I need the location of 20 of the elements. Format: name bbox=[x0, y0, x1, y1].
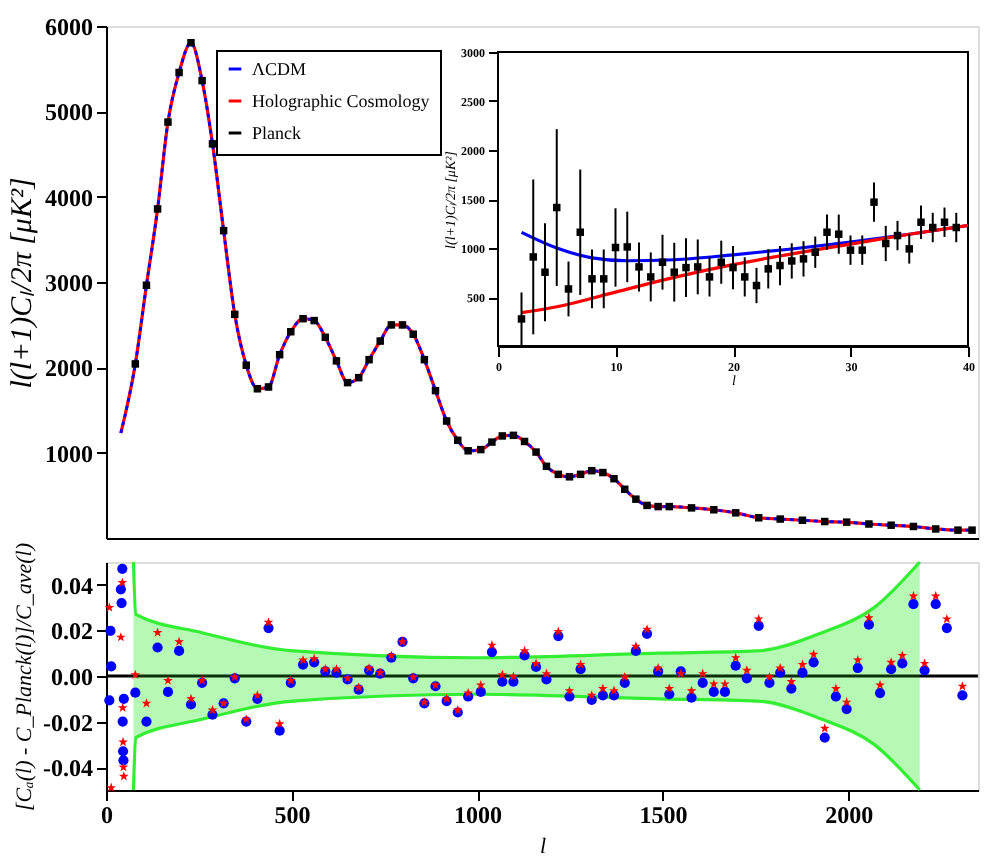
legend-label: Holographic Cosmology bbox=[252, 91, 431, 111]
x-tick-label: 1500 bbox=[639, 801, 688, 829]
x-tick-label: 0 bbox=[101, 801, 113, 829]
y-tick-label: 0.02 bbox=[51, 617, 93, 646]
y-tick-label: 0.00 bbox=[51, 663, 93, 691]
legend-label: Planck bbox=[252, 123, 302, 143]
y-axis-title: [Cₐ(l) - C_Planck(l)]/C_ave(l) bbox=[13, 542, 38, 811]
y-tick-label: 0.04 bbox=[51, 571, 93, 600]
y-tick-label: 1000 bbox=[45, 439, 93, 468]
x-axis-title: l bbox=[539, 835, 547, 859]
y-tick-label: 5000 bbox=[45, 98, 93, 127]
x-tick-label: 2000 bbox=[825, 801, 874, 829]
y-tick-label: -0.02 bbox=[43, 708, 93, 737]
y-tick-label: -0.04 bbox=[43, 754, 93, 783]
y-tick-label: 3000 bbox=[45, 269, 93, 297]
y-axis-title: l(l+1)Cₗ/2π [μK²] bbox=[7, 177, 39, 389]
y-tick-label: 6000 bbox=[45, 13, 93, 41]
legend-label: ΛCDM bbox=[252, 59, 307, 79]
x-tick-label: 500 bbox=[274, 801, 311, 829]
y-tick-label: 4000 bbox=[45, 183, 93, 212]
